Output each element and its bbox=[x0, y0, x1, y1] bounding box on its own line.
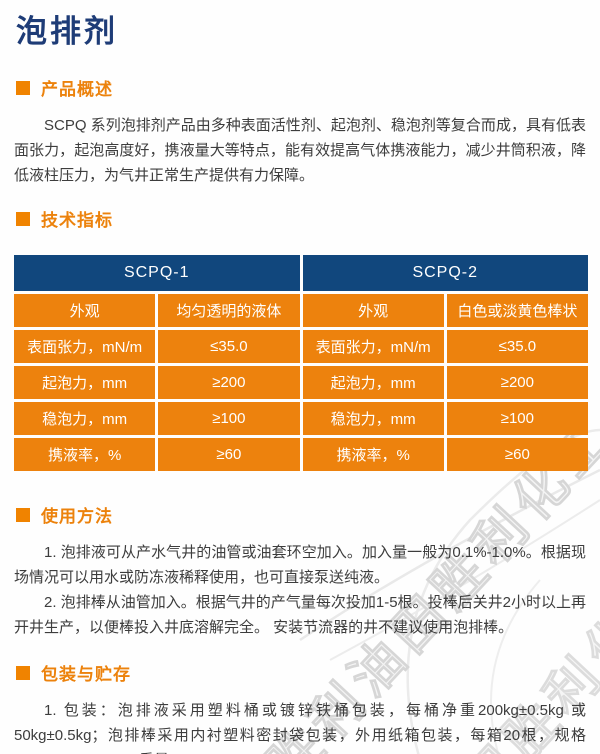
spec-table-cell: ≥100 bbox=[158, 402, 300, 435]
usage-paragraph-2: 2. 泡排棒从油管加入。根据气井的产气量每次投加1-5根。投棒后关井2小时以上再… bbox=[14, 594, 586, 636]
section-bullet-square-icon bbox=[16, 665, 30, 680]
spec-table-cell: ≥200 bbox=[158, 366, 300, 399]
spec-table-cell: 携液率，% bbox=[14, 438, 156, 471]
overview-paragraph: SCPQ 系列泡排剂产品由多种表面活性剂、起泡剂、稳泡剂等复合而成，具有低表面张… bbox=[14, 117, 586, 184]
section-heading-usage: 使用方法 bbox=[16, 502, 586, 527]
spec-table-cell: 外观 bbox=[14, 294, 156, 327]
usage-paragraph-1: 1. 泡排液可从产水气井的油管或油套环空加入。加入量一般为0.1%-1.0%。根… bbox=[14, 544, 586, 586]
section-heading-label: 使用方法 bbox=[41, 507, 113, 526]
spec-table-cell: 表面张力，mN/m bbox=[302, 330, 444, 363]
spec-table-cell: ≥60 bbox=[446, 438, 588, 471]
document-content: 泡排剂 产品概述 SCPQ 系列泡排剂产品由多种表面活性剂、起泡剂、稳泡剂等复合… bbox=[0, 6, 600, 754]
spec-table-cell: 稳泡力，mm bbox=[302, 402, 444, 435]
section-heading-storage: 包装与贮存 bbox=[16, 660, 586, 685]
spec-table-cell: 白色或淡黄色棒状 bbox=[446, 294, 588, 327]
spec-table-cell: 表面张力，mN/m bbox=[14, 330, 156, 363]
spec-table-cell: 稳泡力，mm bbox=[14, 402, 156, 435]
section-heading-label: 包装与贮存 bbox=[41, 665, 131, 684]
spec-table-cell: 起泡力，mm bbox=[302, 366, 444, 399]
page-title: 泡排剂 bbox=[16, 14, 118, 49]
spec-table-cell: 起泡力，mm bbox=[14, 366, 156, 399]
spec-table-cell: ≥100 bbox=[446, 402, 588, 435]
spec-table-cell: ≤35.0 bbox=[158, 330, 300, 363]
section-heading-specs: 技术指标 bbox=[16, 206, 586, 231]
spec-table-cell: 携液率，% bbox=[302, 438, 444, 471]
spec-table-header-scpq2: SCPQ-2 bbox=[302, 255, 588, 291]
spec-table-cell: ≥200 bbox=[446, 366, 588, 399]
section-heading-label: 技术指标 bbox=[41, 211, 113, 230]
spec-table-cell: ≤35.0 bbox=[446, 330, 588, 363]
spec-table-cell: ≥60 bbox=[158, 438, 300, 471]
spec-table: SCPQ-1 SCPQ-2 外观 均匀透明的液体 外观 白色或淡黄色棒状 表面张… bbox=[14, 255, 588, 471]
spec-table-cell: 均匀透明的液体 bbox=[158, 294, 300, 327]
section-heading-label: 产品概述 bbox=[41, 80, 113, 99]
spec-table-header-scpq1: SCPQ-1 bbox=[14, 255, 300, 291]
spec-table-cell: 外观 bbox=[302, 294, 444, 327]
section-bullet-square-icon bbox=[16, 507, 30, 522]
section-bullet-square-icon bbox=[16, 211, 30, 226]
section-bullet-square-icon bbox=[16, 80, 30, 95]
storage-paragraph-1: 1. 包装：泡排液采用塑料桶或镀锌铁桶包装，每桶净重200kg±0.5kg 或5… bbox=[14, 702, 586, 754]
section-heading-overview: 产品概述 bbox=[16, 75, 586, 100]
